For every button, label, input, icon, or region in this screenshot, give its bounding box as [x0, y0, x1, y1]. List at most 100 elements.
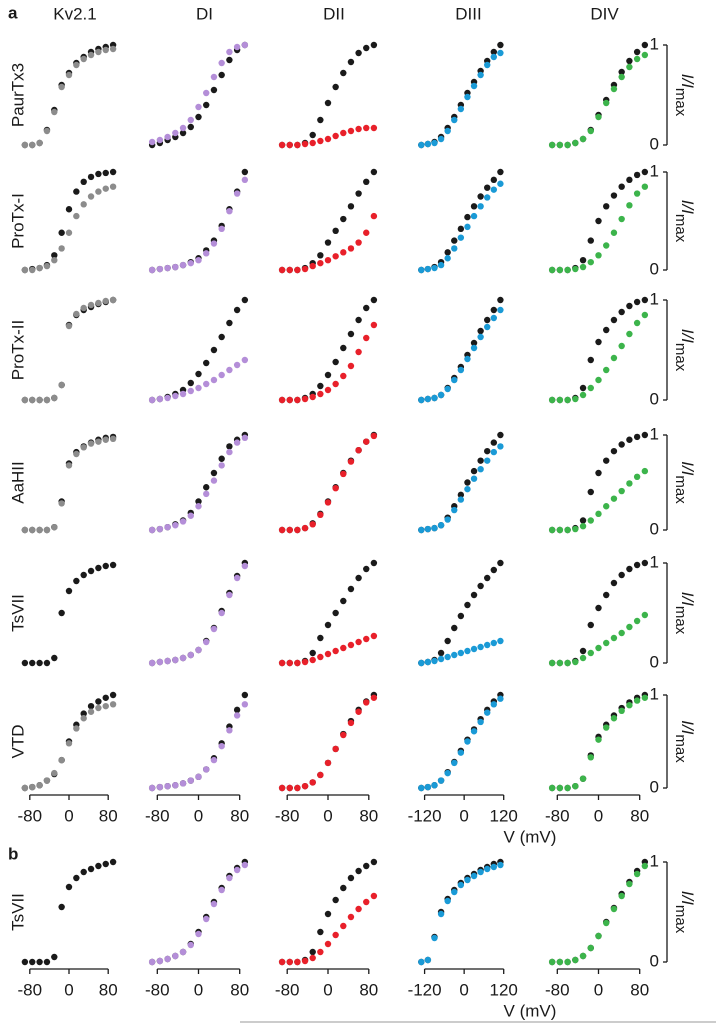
- data-point: [587, 488, 594, 496]
- y-axis-label: I/Imax: [672, 74, 696, 117]
- data-point: [572, 658, 579, 666]
- data-point: [210, 376, 218, 384]
- data-point: [102, 436, 109, 443]
- data-point: [437, 391, 445, 399]
- data-point: [363, 124, 370, 132]
- data-point: [355, 125, 362, 133]
- data-point: [278, 659, 286, 667]
- data-point: [340, 731, 347, 739]
- data-point: [484, 641, 491, 649]
- data-point: [195, 103, 202, 111]
- data-point: [579, 263, 587, 271]
- data-point: [102, 860, 109, 868]
- data-point: [95, 564, 102, 572]
- data-point: [431, 139, 438, 147]
- y-axis-label-sub: max: [672, 905, 689, 934]
- data-point: [36, 958, 43, 966]
- data-point: [87, 440, 95, 447]
- y-axis-label: I/Imax: [672, 720, 696, 763]
- data-point: [73, 725, 80, 732]
- data-point: [80, 444, 87, 451]
- data-point: [497, 49, 504, 57]
- column-title: DIII: [455, 4, 481, 23]
- data-point: [347, 203, 355, 210]
- data-point: [451, 624, 458, 632]
- data-point: [51, 769, 58, 777]
- data-point: [156, 525, 164, 533]
- data-point: [109, 858, 117, 866]
- data-point: [36, 782, 43, 789]
- data-point: [203, 915, 210, 923]
- data-point: [278, 526, 286, 534]
- data-point: [309, 131, 316, 139]
- data-point: [587, 621, 594, 629]
- data-point: [347, 127, 355, 135]
- data-point: [444, 653, 451, 661]
- data-point: [641, 51, 649, 59]
- data-point: [241, 356, 249, 364]
- data-point: [226, 366, 233, 374]
- data-point: [363, 178, 370, 185]
- data-point: [109, 183, 117, 190]
- x-tick-label: 0: [459, 980, 468, 999]
- data-point: [324, 499, 332, 506]
- data-point: [457, 649, 465, 657]
- data-point: [179, 390, 187, 398]
- data-point: [641, 296, 649, 304]
- data-point: [477, 203, 484, 210]
- data-point: [477, 643, 484, 651]
- data-point: [233, 361, 241, 369]
- data-point: [626, 202, 633, 209]
- data-point: [370, 632, 378, 640]
- data-point: [102, 169, 109, 177]
- data-point: [210, 756, 218, 764]
- y-tick-label: 0: [650, 259, 659, 278]
- x-tick-label: -80: [275, 980, 300, 999]
- data-point: [484, 709, 491, 716]
- data-point: [564, 958, 571, 966]
- data-point: [633, 473, 641, 480]
- data-point: [324, 759, 332, 767]
- data-point: [73, 188, 80, 195]
- data-point: [572, 956, 579, 964]
- data-point: [470, 645, 478, 653]
- data-point: [618, 183, 625, 190]
- data-point: [109, 561, 117, 569]
- data-point: [218, 333, 225, 341]
- data-point: [43, 526, 51, 534]
- data-point: [451, 245, 458, 252]
- x-tick-label: -120: [408, 980, 442, 999]
- data-point: [210, 240, 218, 247]
- data-point: [95, 188, 102, 195]
- x-tick-label: 0: [459, 806, 468, 825]
- data-point: [87, 173, 95, 181]
- data-point: [95, 698, 102, 705]
- data-point: [43, 262, 51, 270]
- data-point: [73, 310, 80, 318]
- data-point: [363, 304, 370, 312]
- data-point: [633, 561, 641, 569]
- data-point: [301, 782, 309, 790]
- data-point: [309, 521, 316, 528]
- data-point: [418, 266, 425, 274]
- row-label: AaHII: [8, 461, 27, 504]
- data-point: [610, 229, 618, 236]
- data-point: [497, 559, 504, 567]
- data-point: [347, 58, 355, 66]
- y-tick-label: 1: [650, 851, 659, 870]
- row-label: TsVII: [8, 893, 27, 931]
- data-point: [294, 141, 301, 149]
- data-point: [490, 701, 498, 708]
- data-point: [641, 41, 649, 49]
- data-point: [451, 759, 458, 767]
- data-point: [309, 948, 316, 956]
- data-point: [95, 299, 102, 307]
- data-point: [595, 604, 602, 612]
- data-point: [564, 659, 571, 667]
- x-tick-label: -80: [275, 806, 300, 825]
- data-point: [309, 954, 316, 962]
- data-point: [278, 958, 286, 966]
- data-point: [464, 601, 471, 609]
- data-point: [36, 659, 43, 667]
- data-point: [603, 919, 610, 927]
